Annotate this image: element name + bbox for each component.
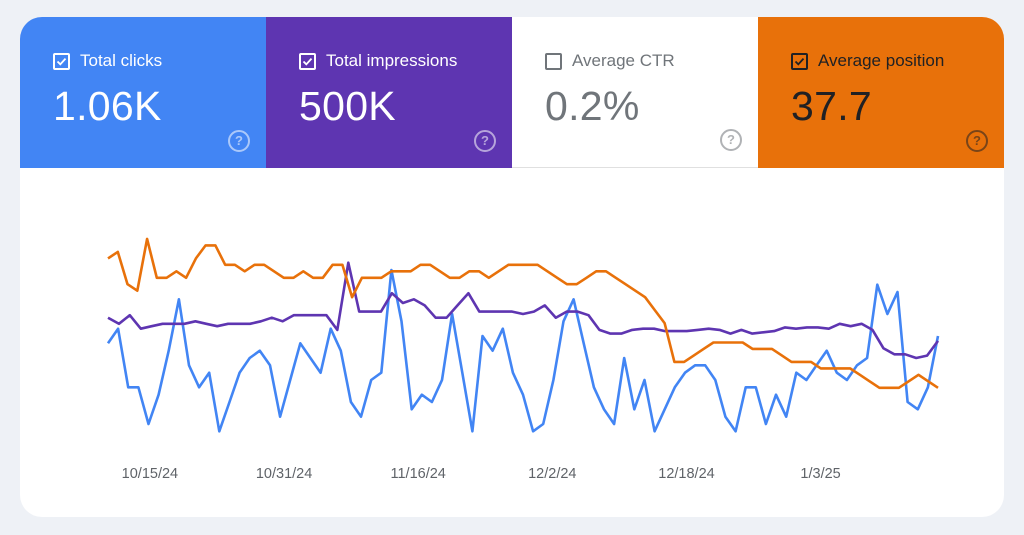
metric-value: 0.2% <box>545 83 640 129</box>
x-tick-label: 1/3/25 <box>800 466 840 482</box>
metric-header: Average position <box>791 50 1004 72</box>
metric-total-clicks[interactable]: Total clicks 1.06K ? <box>20 17 266 168</box>
series-line-2 <box>107 237 939 390</box>
checkbox-checked-icon[interactable] <box>53 52 70 70</box>
chart-svg: 10/15/24 10/31/24 11/16/24 12/2/24 12/18/24 1… <box>106 237 940 482</box>
metric-average-position[interactable]: Average position 37.7 ? <box>758 17 1004 168</box>
metric-value: 1.06K <box>53 83 162 129</box>
help-icon[interactable]: ? <box>720 129 742 151</box>
metric-header: Total clicks <box>53 50 266 72</box>
help-icon[interactable]: ? <box>474 130 496 152</box>
metric-average-ctr[interactable]: Average CTR 0.2% ? <box>512 17 758 168</box>
series-line-0 <box>106 268 940 433</box>
metric-value: 500K <box>299 83 396 129</box>
metric-total-impressions[interactable]: Total impressions 500K ? <box>266 17 512 168</box>
checkbox-unchecked-icon[interactable] <box>545 52 562 70</box>
x-tick-label: 12/18/24 <box>658 466 714 482</box>
x-tick-label: 10/31/24 <box>256 466 312 482</box>
metric-header: Total impressions <box>299 50 512 72</box>
x-tick-label: 10/15/24 <box>122 466 178 482</box>
metric-tabs: Total clicks 1.06K ? Total impressions 5… <box>20 17 1004 168</box>
x-tick-label: 11/16/24 <box>391 466 446 482</box>
help-icon[interactable]: ? <box>966 130 988 152</box>
checkbox-checked-icon[interactable] <box>299 52 316 70</box>
x-tick-label: 12/2/24 <box>528 466 576 482</box>
metric-label: Average position <box>818 51 945 70</box>
metric-label: Total clicks <box>80 51 163 70</box>
performance-card: Total clicks 1.06K ? Total impressions 5… <box>20 17 1004 517</box>
series-line-1 <box>107 261 940 360</box>
metric-value: 37.7 <box>791 83 872 129</box>
performance-chart: 10/15/24 10/31/24 11/16/24 12/2/24 12/18/24 1… <box>20 168 1004 517</box>
metric-label: Total impressions <box>326 51 458 70</box>
checkbox-checked-icon[interactable] <box>791 52 808 70</box>
help-icon[interactable]: ? <box>228 130 250 152</box>
metric-label: Average CTR <box>572 51 675 70</box>
metric-header: Average CTR <box>545 50 758 72</box>
